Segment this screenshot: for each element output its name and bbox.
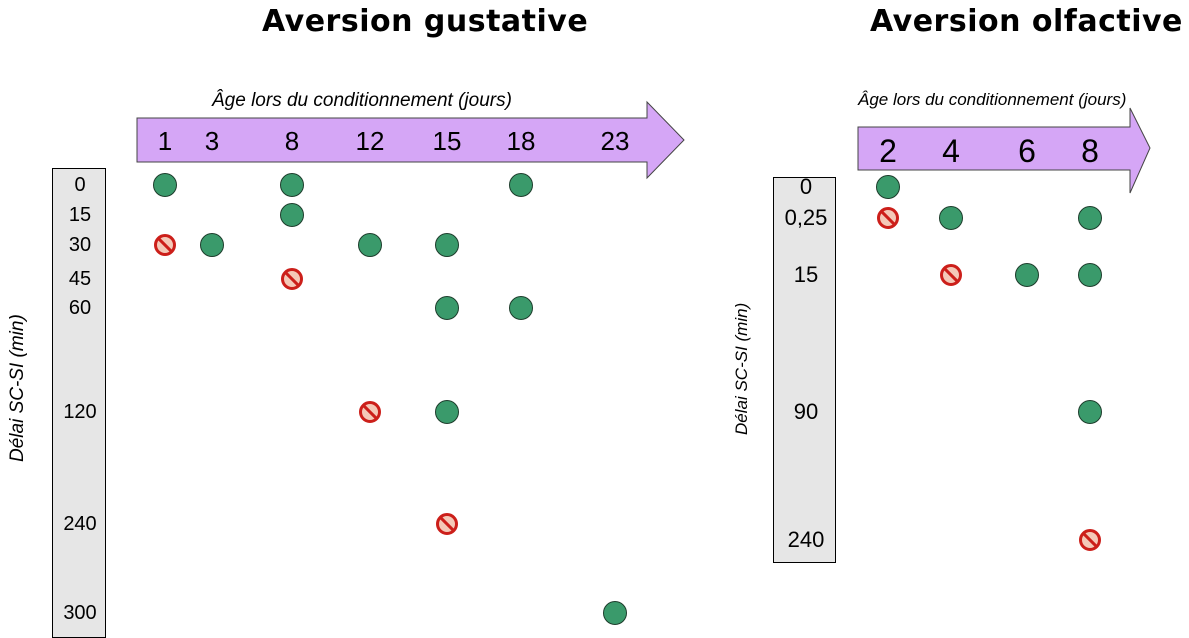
green-dot-icon xyxy=(199,232,225,258)
green-dot-icon xyxy=(279,172,305,198)
green-dot-icon xyxy=(875,174,901,200)
y-tick-label: 15 xyxy=(68,204,92,226)
y-axis-title: Délai SC-SI (min) xyxy=(732,302,751,435)
green-dot-icon xyxy=(508,172,534,198)
prohibited-icon xyxy=(1078,528,1102,552)
y-tick-label: 0,25 xyxy=(784,205,828,230)
delay-axis-bar xyxy=(773,177,836,563)
panel-title: Aversion gustative xyxy=(262,4,589,39)
y-tick-label: 240 xyxy=(787,527,825,552)
y-tick-label: 15 xyxy=(793,262,819,287)
y-tick-label: 0 xyxy=(74,174,86,196)
x-tick-label: 23 xyxy=(600,126,630,156)
x-tick-label: 8 xyxy=(1081,133,1099,169)
y-tick-label: 60 xyxy=(68,297,92,319)
green-dot-icon xyxy=(434,399,460,425)
prohibited-icon xyxy=(876,206,900,230)
panel-title: Aversion olfactive xyxy=(870,4,1183,39)
green-dot-icon xyxy=(434,232,460,258)
arrow-shape xyxy=(136,100,685,180)
green-dot-icon xyxy=(1077,399,1103,425)
green-dot-icon xyxy=(152,172,178,198)
y-tick-label: 30 xyxy=(68,234,92,256)
y-tick-label: 240 xyxy=(63,513,97,535)
x-tick-label: 15 xyxy=(432,126,462,156)
prohibited-icon xyxy=(358,400,382,424)
prohibited-icon xyxy=(153,233,177,257)
x-tick-label: 12 xyxy=(355,126,385,156)
green-dot-icon xyxy=(1014,262,1040,288)
y-tick-label: 0 xyxy=(799,174,813,199)
green-dot-icon xyxy=(602,600,628,626)
green-dot-icon xyxy=(434,295,460,321)
y-tick-label: 90 xyxy=(793,399,819,424)
green-dot-icon xyxy=(1077,205,1103,231)
x-axis-title: Âge lors du conditionnement (jours) xyxy=(858,90,1127,109)
x-tick-label: 6 xyxy=(1018,133,1036,169)
x-tick-label: 3 xyxy=(204,126,220,156)
x-tick-label: 8 xyxy=(284,126,300,156)
delay-axis-bar xyxy=(52,168,106,638)
green-dot-icon xyxy=(279,202,305,228)
prohibited-icon xyxy=(939,263,963,287)
green-dot-icon xyxy=(357,232,383,258)
x-tick-label: 1 xyxy=(157,126,173,156)
x-axis-title: Âge lors du conditionnement (jours) xyxy=(212,90,512,111)
arrow-shape xyxy=(857,107,1151,194)
x-tick-label: 18 xyxy=(506,126,536,156)
green-dot-icon xyxy=(938,205,964,231)
y-tick-label: 45 xyxy=(68,268,92,290)
y-tick-label: 120 xyxy=(63,401,97,423)
prohibited-icon xyxy=(435,512,459,536)
green-dot-icon xyxy=(1077,262,1103,288)
x-tick-label: 2 xyxy=(879,133,897,169)
green-dot-icon xyxy=(508,295,534,321)
x-tick-label: 4 xyxy=(942,133,960,169)
y-tick-label: 300 xyxy=(63,602,97,624)
prohibited-icon xyxy=(280,267,304,291)
